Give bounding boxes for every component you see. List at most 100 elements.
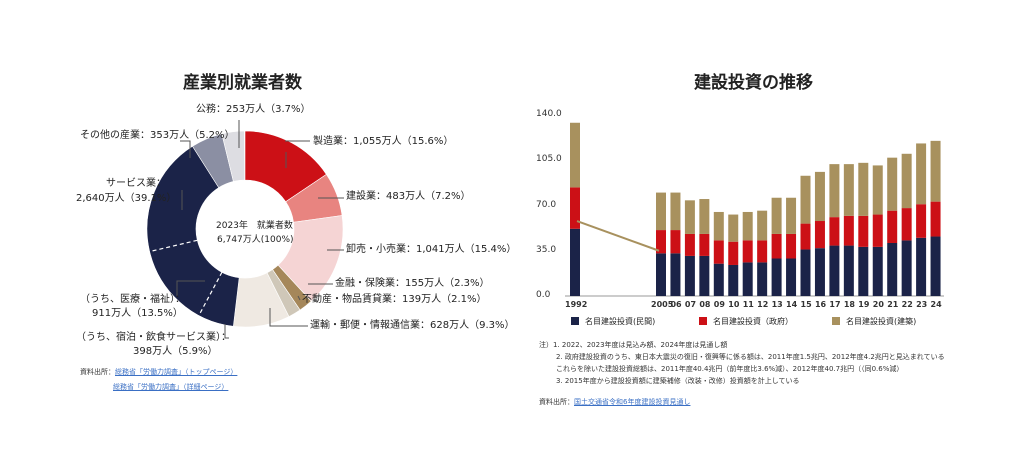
bar-segment [699,199,710,234]
label-finance: 金融・保険業：155万人（2.3%） [335,278,490,289]
bar-segment [916,237,927,296]
trend-annotation-line [576,220,660,252]
legend-swatch [699,317,707,325]
bar-segment [843,245,854,296]
left-source-prefix: 資料出所： [80,368,115,376]
bar-segment [829,245,840,296]
bar-segment [684,200,695,234]
bar-segment [742,240,753,263]
label-realestate: 不動産・物品賃貸業：139万人（2.1%） [302,294,487,305]
legend-item: 名目建設投資(建築) [832,316,916,327]
x-tick-label: 24 [930,300,942,309]
bar-segment [800,175,811,224]
x-tick-label: 1992 [565,300,588,309]
bar-segment [829,217,840,246]
bar-segment [771,258,782,296]
bar-segment [699,255,710,296]
bar-segment [872,246,883,296]
y-tick-label: 105.0 [536,154,562,165]
bar-segment [829,164,840,218]
donut-sub-divider [149,239,198,253]
bar-segment [728,214,739,242]
bar-segment [930,236,941,296]
legend-label: 名目建設投資(建築) [846,317,917,326]
bar-segment [901,240,912,296]
legend-swatch [571,317,579,325]
right-chart-title: 建設投資の推移 [694,73,813,93]
bar-segment [786,258,797,296]
label-hospitality-1: （うち、宿泊・飲食サービス業）： [76,332,231,343]
bar-segment [771,233,782,259]
bar-segment [570,187,580,229]
x-tick-label: 20 [872,300,884,309]
bar-segment [670,230,681,254]
label-public: 公務：253万人（3.7%） [196,104,311,115]
legend-swatch [832,317,840,325]
leader-line [176,280,205,296]
y-tick-label: 35.0 [536,244,557,255]
right-source: 資料出所：国土交通省令和6年度建設投資見通し [539,397,690,407]
bar-segment [800,249,811,296]
bar-segment [858,215,869,247]
bar-segment [916,204,927,238]
leader-line [224,324,229,339]
source-link-top[interactable]: 総務省「労働力調査」（トップページ） [115,368,238,376]
bar-segment [887,157,898,211]
bar-segment [786,233,797,259]
label-transport: 運輸・郵便・情報通信業：628万人（9.3%） [310,320,515,331]
bar-segment [843,164,854,216]
bar-segment [872,214,883,247]
bar-segment [728,264,739,296]
note-3: これらを除いた建設投資総額は、2011年度40.4兆円（前年度比3.6%減）、2… [556,365,904,373]
label-other: その他の産業：353万人（5.2%） [80,130,235,141]
legend-item: 名目建設投資（政府） [699,316,793,327]
x-tick-label: 23 [916,300,928,309]
bar-segment [684,255,695,296]
x-tick-label: 09 [713,300,725,309]
bar-segment [930,201,941,237]
source-link-detail[interactable]: 総務省「労働力調査」（詳細ページ） [113,383,229,391]
legend-label: 名目建設投資(民間) [585,317,656,326]
x-tick-label: 2005 [651,300,674,309]
right-source-prefix: 資料出所： [539,398,574,406]
donut-center-line2: 6,747万人(100%) [217,235,294,245]
source-link-mlit[interactable]: 国土交通省令和6年度建設投資見通し [574,398,691,406]
note-4: 3. 2015年度から建設投資額に建築補修（改装・改修）投資額を計上している [556,377,800,385]
bar-segment [930,140,941,202]
donut-leader-lines [176,120,344,339]
label-construction: 建設業：483万人（7.2%） [346,191,471,202]
x-tick-label: 11 [742,300,754,309]
leader-line [180,140,191,158]
bar-segment [757,262,768,296]
bar-segment [570,122,580,188]
label-hospitality-2: 398万人（5.9%） [133,346,218,357]
bar-segment [843,215,854,246]
x-tick-label: 19 [858,300,870,309]
bar-segment [656,230,666,254]
bar-segment [814,221,825,249]
x-tick-label: 18 [843,300,855,309]
bar-segment [916,143,927,205]
label-service-2: 2,640万人（39.1%） [76,193,177,204]
bar-segment [757,210,768,241]
bar-segment [858,246,869,296]
leader-line [297,295,301,301]
left-source: 資料出所：総務省「労働力調査」（トップページ） [80,367,237,377]
x-tick-label: 14 [786,300,798,309]
x-tick-label: 13 [771,300,783,309]
bar-segment [742,211,753,241]
bar-segment [570,228,580,296]
donut-slice [146,145,240,327]
donut-center-line1: 2023年 就業者数 [216,221,293,231]
x-tick-label: 06 [670,300,682,309]
note-2: 2. 政府建設投資のうち、東日本大震災の復旧・復興等に係る額は、2011年度1.… [556,353,945,361]
x-tick-label: 07 [684,300,697,309]
label-medical-2: 911万人（13.5%） [92,308,183,319]
bar-segment [742,262,753,296]
bar-segment [887,242,898,296]
donut-chart [146,130,344,328]
x-tick-label: 22 [901,300,913,309]
bar-segment [800,223,811,250]
bar-segment [786,197,797,234]
